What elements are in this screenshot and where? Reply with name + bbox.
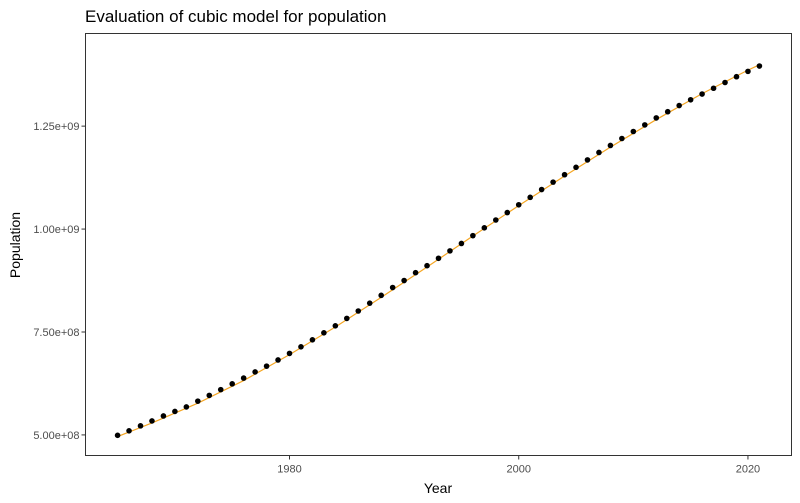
data-point (275, 357, 281, 363)
data-point (229, 381, 235, 387)
data-point (550, 179, 556, 185)
data-point (710, 85, 717, 92)
data-point (160, 413, 167, 419)
data-point (561, 171, 568, 178)
data-point (493, 217, 499, 223)
y-tick-label: 1.00e+09 (33, 224, 79, 236)
data-point (332, 323, 339, 329)
data-point (206, 392, 213, 399)
data-point (183, 404, 190, 410)
data-point (412, 269, 419, 276)
data-point (470, 232, 476, 239)
data-point (607, 142, 614, 149)
data-point (424, 262, 430, 269)
chart-title: Evaluation of cubic model for population (85, 7, 386, 26)
data-point (344, 315, 350, 322)
data-point (458, 240, 465, 247)
data-point (217, 386, 224, 393)
data-point (172, 408, 178, 415)
data-point (401, 277, 407, 284)
y-axis: 5.00e+08 7.50e+08 1.00e+09 1.25e+09 (33, 121, 86, 442)
data-point (126, 428, 132, 434)
data-point (355, 308, 362, 314)
y-tick-label: 1.25e+09 (33, 121, 79, 133)
data-point (447, 248, 453, 254)
data-point (538, 186, 545, 193)
data-point (722, 79, 728, 86)
data-point (435, 255, 442, 262)
data-point (642, 122, 648, 128)
data-point (481, 225, 488, 231)
data-point (286, 350, 293, 357)
data-point (676, 102, 682, 109)
data-point (527, 194, 533, 201)
data-point (366, 300, 373, 306)
data-point (733, 73, 740, 80)
data-point (653, 115, 660, 121)
series-layer (114, 63, 763, 439)
data-point (309, 337, 316, 343)
y-tick-label: 7.50e+08 (33, 327, 79, 339)
data-point (619, 135, 625, 142)
data-point (756, 63, 763, 69)
data-point (504, 209, 511, 216)
data-point (195, 398, 201, 404)
data-point (687, 96, 694, 103)
data-point (573, 164, 579, 171)
data-point (699, 91, 705, 97)
x-tick-label: 1980 (277, 464, 301, 476)
data-point (298, 344, 304, 350)
data-point (596, 149, 602, 156)
data-point (515, 201, 522, 208)
x-tick-label: 2000 (506, 464, 530, 476)
data-point (378, 292, 384, 299)
data-point (630, 128, 637, 135)
data-point (584, 157, 591, 163)
data-point (263, 363, 270, 369)
x-axis-title: Year (424, 480, 453, 496)
plot-panel (85, 33, 792, 456)
data-point (137, 423, 144, 429)
data-point (389, 284, 396, 291)
data-point (745, 68, 751, 75)
y-axis-title: Population (7, 212, 23, 278)
data-point (240, 375, 247, 381)
x-axis: 1980 2000 2020 (277, 455, 760, 476)
x-tick-label: 2020 (736, 464, 760, 476)
data-point (321, 330, 327, 336)
data-point (149, 418, 155, 424)
data-point (114, 432, 121, 439)
data-point (252, 369, 258, 375)
data-point (664, 108, 671, 115)
y-tick-label: 5.00e+08 (33, 430, 79, 442)
